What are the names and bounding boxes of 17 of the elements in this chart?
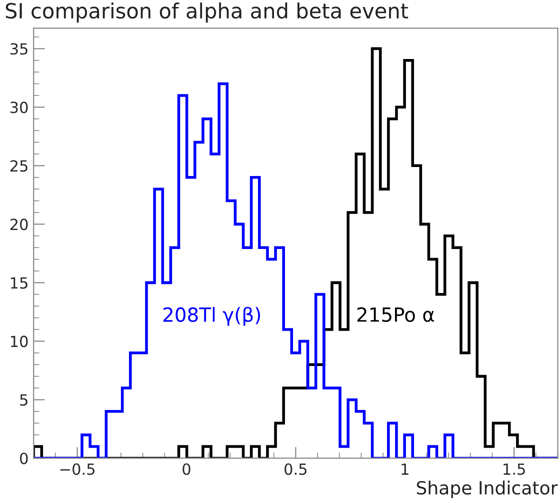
y-tick-label: 5 xyxy=(20,394,28,406)
y-tick-label: 20 xyxy=(10,218,28,230)
x-tick-label: 1.5 xyxy=(504,464,525,475)
x-axis-title: Shape Indicator xyxy=(416,480,558,498)
series-label: 208Tl γ(β) xyxy=(163,306,260,326)
y-tick-label: 25 xyxy=(10,160,28,172)
y-tick-label: 10 xyxy=(10,336,28,348)
x-tick-label: 1 xyxy=(402,464,408,475)
y-tick-label: 35 xyxy=(10,43,28,55)
y-tick-label: 0 xyxy=(20,452,28,464)
y-tick-label: 30 xyxy=(10,102,28,114)
chart-title: SI comparison of alpha and beta event xyxy=(6,2,408,23)
x-tick-label: −0.5 xyxy=(60,463,94,475)
series-label: 215Po α xyxy=(357,307,434,322)
x-tick-label: 0.5 xyxy=(284,463,306,475)
y-tick-label: 15 xyxy=(10,277,28,289)
x-tick-label: 0 xyxy=(182,463,190,475)
